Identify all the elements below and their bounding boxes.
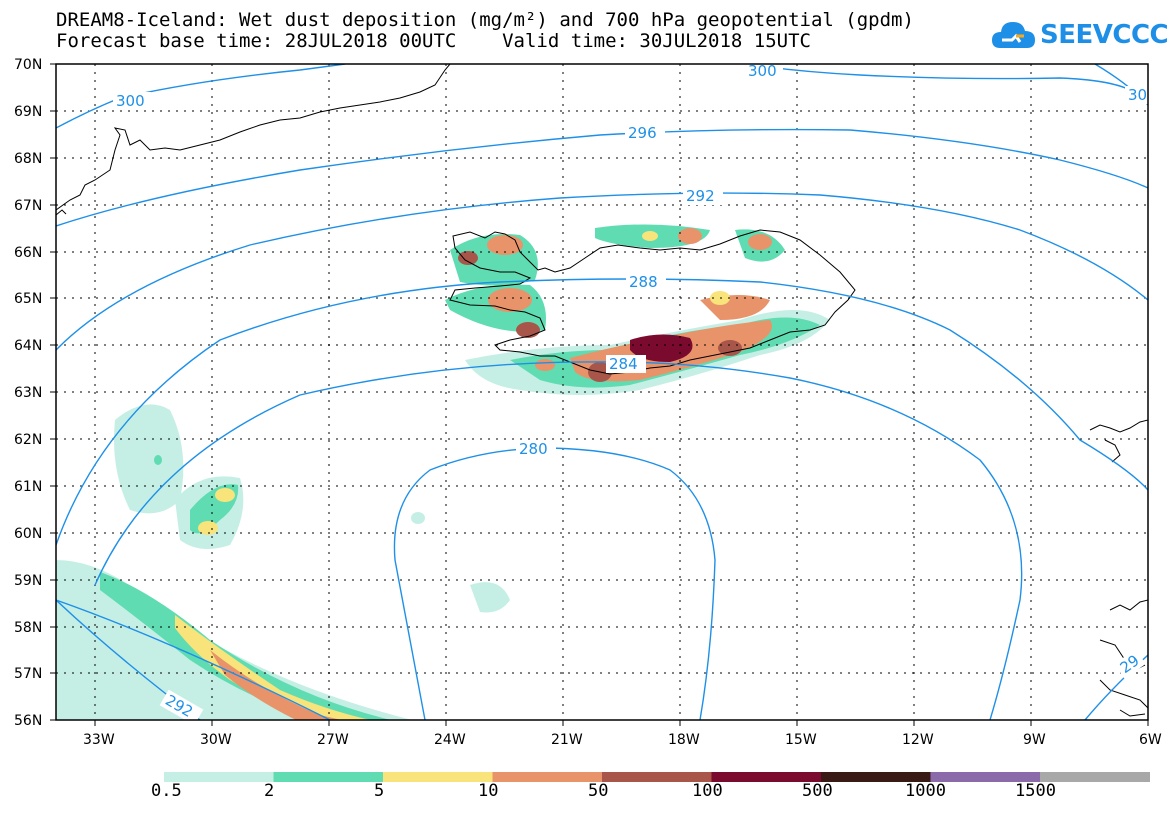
lat-label: 69N [14,104,42,120]
logo-text: SEEVCCC [1040,20,1169,50]
colorbar-label: 2 [264,781,275,801]
contour-label-284: 284 [609,355,638,373]
contour-label-300b: 300 [748,62,777,80]
contour-label-292: 292 [686,187,715,205]
lon-label: 6W [1139,732,1162,748]
grid-lines [56,64,1148,720]
cloud-icon [992,22,1035,48]
colorbar-label: 1000 [905,781,946,801]
lon-label: 24W [434,732,466,748]
lon-label: 30W [200,732,232,748]
colorbar-swatch [164,772,274,782]
lat-label: 68N [14,151,42,167]
lon-label: 18W [668,732,700,748]
tick-marks [50,63,1149,726]
colorbar-swatch [1040,772,1150,782]
colorbar-swatch [821,772,931,782]
colorbar-swatch [492,772,603,782]
lat-label: 64N [14,338,42,354]
lat-label: 61N [14,479,42,495]
colorbar [164,772,1150,782]
lon-label: 21W [551,732,583,748]
lon-label: 33W [83,732,115,748]
contour-label-288: 288 [629,273,658,291]
contour-label-30: 30 [1128,86,1147,104]
lon-label: 15W [785,732,817,748]
colorbar-label: 100 [692,781,723,801]
contour-label-280: 280 [519,440,548,458]
lat-label: 67N [14,198,42,214]
longitude-labels: 33W 30W 27W 24W 21W 18W 15W 12W 9W 6W [83,732,1162,748]
lat-label: 60N [14,526,42,542]
contour-label-300a: 300 [116,92,145,110]
lat-label: 66N [14,245,42,261]
lat-label: 59N [14,573,42,589]
lon-label: 9W [1023,732,1046,748]
colorbar-label: 500 [802,781,833,801]
lat-label: 57N [14,666,42,682]
colorbar-label: 5 [374,781,385,801]
map-title-line2: Forecast base time: 28JUL2018 00UTC Vali… [56,30,811,52]
colorbar-label: 10 [478,781,499,801]
colorbar-label: 0.5 [151,781,182,801]
colorbar-label: 50 [588,781,609,801]
map-title-line1: DREAM8-Iceland: Wet dust deposition (mg/… [56,9,914,31]
colorbar-swatch [273,772,384,782]
lat-label: 70N [14,57,42,73]
lat-label: 63N [14,385,42,401]
lat-label: 62N [14,432,42,448]
contour-label-296: 296 [628,124,657,142]
colorbar-swatch [383,772,493,782]
colorbar-label: 1500 [1015,781,1056,801]
map-plot-area: 300 300 30 296 292 288 284 280 292 29 [56,62,1148,720]
colorbar-swatch [602,772,712,782]
colorbar-swatch [711,772,822,782]
lat-label: 56N [14,713,42,729]
dust-deposition-field [56,224,830,720]
lon-label: 27W [317,732,349,748]
contour-labels: 300 300 30 296 292 288 284 280 292 29 [113,62,1148,720]
colorbar-swatch [930,772,1041,782]
lat-label: 65N [14,291,42,307]
lon-label: 12W [902,732,934,748]
latitude-labels: 70N 69N 68N 67N 66N 65N 64N 63N 62N 61N … [14,57,42,729]
lat-label: 58N [14,620,42,636]
seevccc-logo: SEEVCCC [990,14,1170,58]
